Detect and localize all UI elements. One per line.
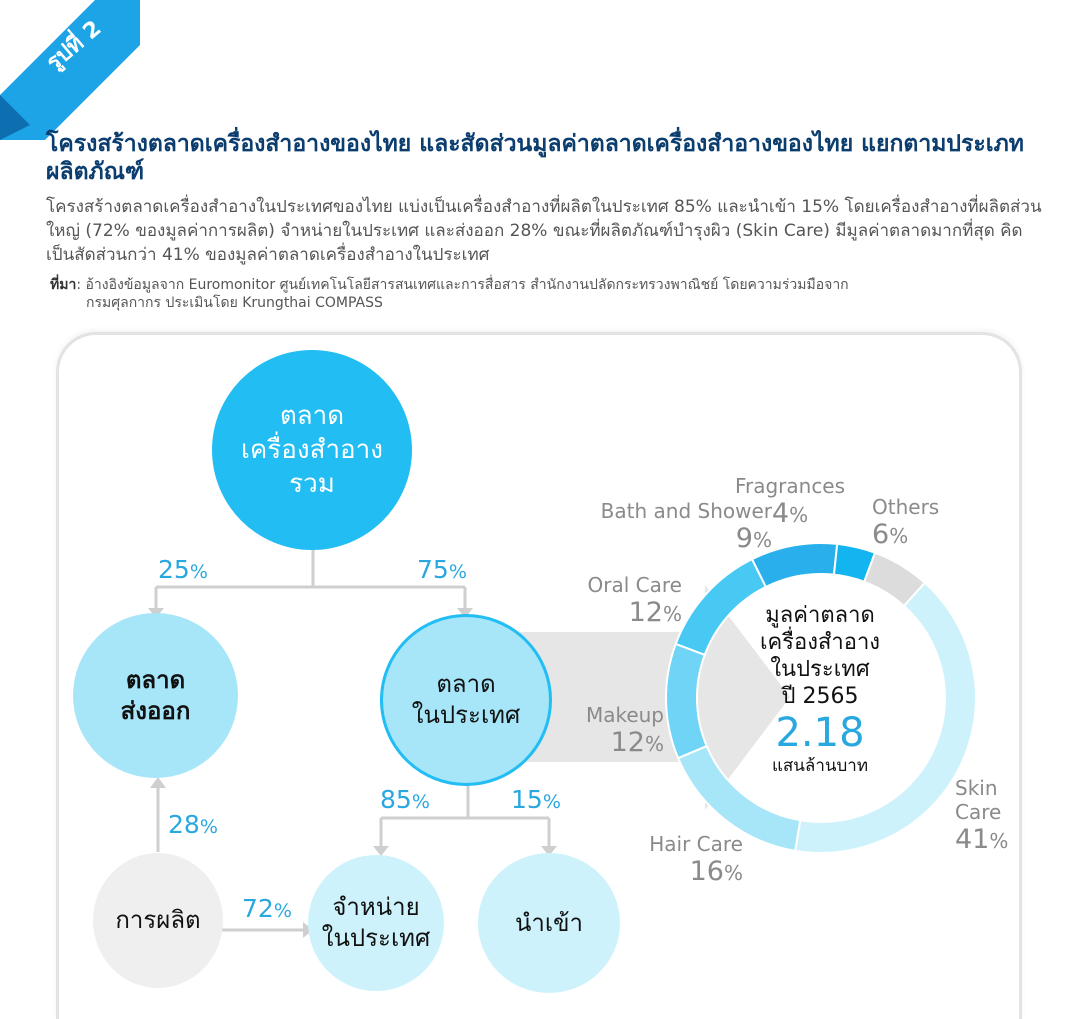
figure-title: โครงสร้างตลาดเครื่องสำอางของไทย และสัดส่… [46, 131, 1024, 185]
donut-center-value: 2.18 [775, 710, 865, 756]
donut-label-value: 41% [955, 824, 1009, 855]
connector-domestic-split [379, 785, 551, 850]
source-line-2: กรมศุลกากร ประเมินโดย Krungthai COMPASS [86, 295, 383, 311]
source-line-1: : อ้างอิงข้อมูลจาก Euromonitor ศูนย์เทคโ… [76, 277, 849, 293]
donut-label-name: Makeup [585, 703, 664, 727]
figure-source: ที่มา: อ้างอิงข้อมูลจาก Euromonitor ศูนย… [50, 276, 1050, 312]
figure-description: โครงสร้างตลาดเครื่องสำอางในประเทศของไทย … [46, 197, 1042, 265]
donut-center-unit: แสนล้านบาท [771, 756, 869, 776]
ribbon-fold [0, 95, 30, 140]
ribbon-band [0, 0, 140, 140]
arrowhead-production-up [150, 777, 166, 788]
figure-ribbon [0, 0, 140, 140]
donut-label-others: Others 6% [872, 495, 939, 552]
arrowhead-import [541, 846, 557, 856]
donut-label-name: Skin [955, 776, 998, 800]
donut-center-title: มูลค่าตลาด เครื่องสำอาง ในประเทศ ปี 2565 [759, 603, 881, 709]
arrowhead-sold [373, 846, 389, 856]
donut-label-makeup: Makeup 12% [572, 703, 664, 760]
pct-total-to-export: 25% [158, 555, 208, 584]
donut-label-bath-and-shower: Bath and Shower 9% [566, 499, 772, 556]
donut-label-value: 12% [628, 597, 682, 628]
pct-total-to-domestic: 75% [417, 555, 467, 584]
donut-label-skin-care: Skin Care 41% [955, 776, 1008, 857]
connector-total-split [154, 550, 467, 610]
donut-label-name: Bath and Shower [600, 499, 772, 523]
node-import: นำเข้า [478, 853, 620, 993]
node-production: การผลิต [93, 853, 223, 988]
donut-label-fragrances: Fragrances 4% [722, 474, 858, 531]
donut-slice-others [862, 551, 927, 608]
donut-label-name: Hair Care [649, 832, 743, 856]
node-export-market: ตลาด ส่งออก [73, 613, 238, 778]
donut-center: มูลค่าตลาด เครื่องสำอาง ในประเทศ ปี 2565… [720, 602, 920, 776]
donut-label-name: Care [955, 800, 1002, 824]
donut-label-value: 4% [771, 498, 809, 529]
donut-label-value: 12% [610, 727, 664, 758]
pct-production-to-export: 28% [168, 810, 218, 839]
flow-arrow [520, 585, 790, 810]
donut-slice-makeup [665, 642, 708, 760]
pct-production-to-sold: 72% [242, 894, 292, 923]
node-domestic-market: ตลาด ในประเทศ [380, 614, 552, 786]
donut-label-name: Others [872, 495, 940, 519]
pct-domestic-to-sold: 85% [380, 785, 430, 814]
node-sold-domestic: จำหน่าย ในประเทศ [308, 855, 444, 991]
source-label: ที่มา [50, 277, 77, 293]
arrowhead-domestic [457, 608, 473, 618]
donut-label-value: 6% [872, 519, 909, 550]
donut-label-name: Oral Care [587, 573, 682, 597]
donut-label-oral-care: Oral Care 12% [570, 573, 682, 630]
node-total-market: ตลาด เครื่องสำอาง รวม [212, 350, 412, 550]
donut-label-value: 9% [735, 523, 772, 554]
pct-domestic-to-import: 15% [511, 785, 561, 814]
donut-label-hair-care: Hair Care 16% [633, 832, 743, 889]
donut-label-name: Fragrances [734, 474, 846, 498]
donut-label-value: 16% [689, 856, 743, 887]
